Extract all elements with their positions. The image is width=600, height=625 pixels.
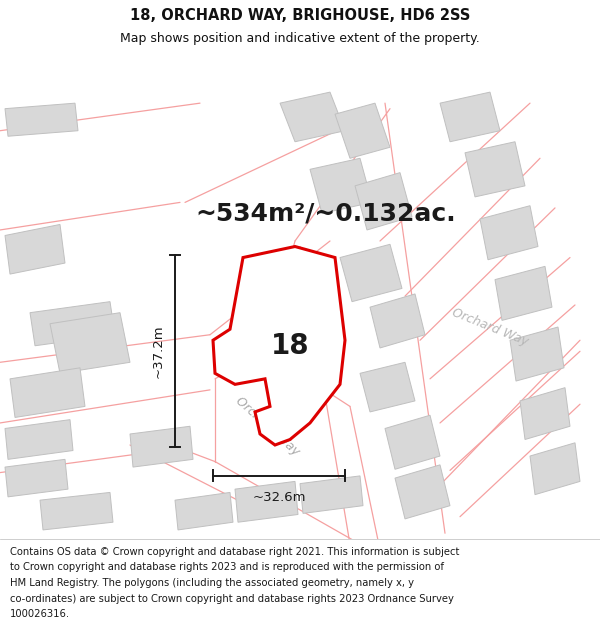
Polygon shape (213, 246, 345, 445)
Polygon shape (370, 294, 425, 348)
Polygon shape (465, 142, 525, 197)
Polygon shape (495, 266, 552, 321)
Text: 18: 18 (271, 332, 310, 360)
Polygon shape (480, 206, 538, 260)
Polygon shape (440, 92, 500, 142)
Polygon shape (510, 327, 564, 381)
Polygon shape (530, 442, 580, 494)
Polygon shape (175, 492, 233, 530)
Polygon shape (5, 224, 65, 274)
Text: to Crown copyright and database rights 2023 and is reproduced with the permissio: to Crown copyright and database rights 2… (10, 562, 443, 572)
Polygon shape (360, 362, 415, 412)
Polygon shape (235, 481, 298, 522)
Polygon shape (30, 302, 115, 346)
Text: co-ordinates) are subject to Crown copyright and database rights 2023 Ordnance S: co-ordinates) are subject to Crown copyr… (10, 594, 454, 604)
Polygon shape (310, 158, 372, 213)
Polygon shape (5, 419, 73, 459)
Polygon shape (385, 415, 440, 469)
Polygon shape (5, 103, 78, 136)
Text: ~534m²/~0.132ac.: ~534m²/~0.132ac. (195, 201, 455, 226)
Text: ~32.6m: ~32.6m (252, 491, 306, 504)
Text: Orchard Way: Orchard Way (233, 394, 301, 458)
Text: ~37.2m: ~37.2m (152, 324, 165, 378)
Polygon shape (130, 426, 193, 467)
Polygon shape (300, 476, 363, 513)
Polygon shape (520, 388, 570, 439)
Polygon shape (280, 92, 345, 142)
Polygon shape (40, 492, 113, 530)
Polygon shape (395, 465, 450, 519)
Polygon shape (10, 368, 85, 418)
Polygon shape (50, 312, 130, 373)
Polygon shape (340, 244, 402, 302)
Text: Map shows position and indicative extent of the property.: Map shows position and indicative extent… (120, 32, 480, 45)
Text: HM Land Registry. The polygons (including the associated geometry, namely x, y: HM Land Registry. The polygons (includin… (10, 578, 413, 588)
Text: 18, ORCHARD WAY, BRIGHOUSE, HD6 2SS: 18, ORCHARD WAY, BRIGHOUSE, HD6 2SS (130, 9, 470, 24)
Text: 100026316.: 100026316. (10, 609, 70, 619)
Polygon shape (5, 459, 68, 497)
Text: Orchard Way: Orchard Way (450, 306, 530, 348)
Polygon shape (355, 173, 412, 230)
Polygon shape (335, 103, 390, 158)
Text: Contains OS data © Crown copyright and database right 2021. This information is : Contains OS data © Crown copyright and d… (10, 546, 459, 556)
